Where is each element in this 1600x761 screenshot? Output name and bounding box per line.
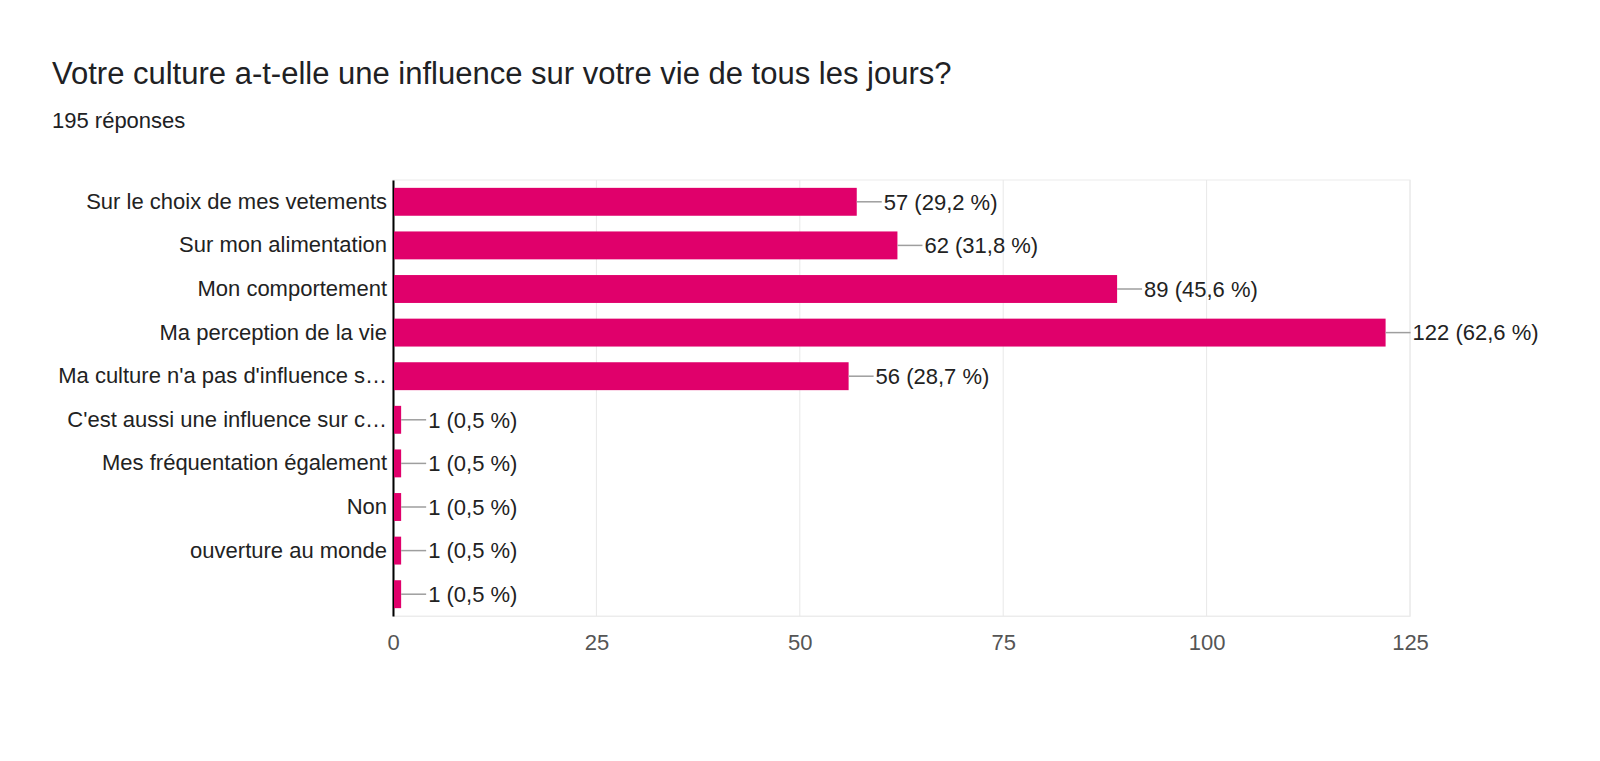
data-label: 56 (28,7 %) [876,364,990,389]
leader-line [401,550,426,552]
bar [394,493,401,521]
y-tick-label: Non [347,494,387,519]
y-tick: Ma perception de la vie [160,320,393,345]
y-tick: Ma culture n'a pas d'influence s… [58,363,393,388]
x-tick: 25 [585,616,609,655]
leader-line [401,419,426,421]
x-tick: 75 [991,616,1015,655]
y-tick: ouverture au monde [190,538,393,563]
x-tick-label: 0 [387,630,399,655]
leader-line [1117,288,1142,290]
y-tick-label: C'est aussi une influence sur c… [67,407,387,432]
y-tick: Mon comportement [197,276,393,301]
data-label: 1 (0,5 %) [428,408,517,433]
bar [394,319,1386,347]
y-tick-label: Sur mon alimentation [179,232,387,257]
grid-line [1206,180,1207,616]
y-tick: Sur le choix de mes vetements [86,189,393,214]
x-axis-line [394,616,1411,617]
leader-line [1386,332,1411,334]
grid-line [393,180,394,616]
y-tick-label: Ma perception de la vie [160,320,387,345]
data-label: 1 (0,5 %) [428,451,517,476]
y-tick-label: Sur le choix de mes vetements [86,189,387,214]
x-tick-label: 75 [991,630,1015,655]
data-label: 89 (45,6 %) [1144,277,1258,302]
leader-line [401,593,426,595]
bar [394,406,401,434]
leader-line [897,245,922,247]
x-tick-label: 25 [585,630,609,655]
title: Votre culture a-t-elle une influence sur… [52,56,951,91]
y-tick-label: ouverture au monde [190,538,387,563]
data-labels: 57 (29,2 %) 62 (31,8 %) 89 (45,6 %) 122 (62… [401,190,1538,607]
grid [393,180,1410,616]
y-tick: Non [347,494,393,519]
data-label: 1 (0,5 %) [428,538,517,563]
y-tick: Mes fréquentation également [102,450,393,475]
leader-line [401,463,426,465]
x-tick: 50 [788,616,812,655]
x-tick: 100 [1189,616,1226,655]
bars [394,188,1386,608]
plot-frame [393,180,1410,616]
leader-line [849,375,874,377]
data-label: 1 (0,5 %) [428,495,517,520]
x-tick-label: 125 [1392,630,1429,655]
chart: Votre culture a-t-elle une influence sur… [0,0,1600,761]
bar [394,188,857,216]
bar [394,275,1117,303]
x-tick-label: 50 [788,630,812,655]
bar [394,449,401,477]
x-axis: 0 25 50 75 100 125 [387,616,1428,655]
data-label: 1 (0,5 %) [428,582,517,607]
data-label: 122 (62,6 %) [1413,320,1539,345]
y-axis: Sur le choix de mes vetements Sur mon ali… [58,181,393,617]
y-tick: Sur mon alimentation [179,232,393,257]
y-tick-label: Mes fréquentation également [102,450,387,475]
y-tick: C'est aussi une influence sur c… [67,407,393,432]
bar [394,362,849,390]
grid-line [1410,180,1411,616]
x-tick-label: 100 [1189,630,1226,655]
x-tick: 0 [387,616,399,655]
y-tick-label: Ma culture n'a pas d'influence s… [58,363,387,388]
x-tick: 125 [1392,616,1429,655]
bar [394,231,897,259]
data-label: 62 (31,8 %) [924,233,1038,258]
leader-line [857,201,882,203]
leader-line [401,506,426,508]
bar [394,580,401,608]
subtitle: 195 réponses [52,108,185,133]
y-tick-label: Mon comportement [197,276,387,301]
bar [394,537,401,565]
data-label: 57 (29,2 %) [884,190,998,215]
